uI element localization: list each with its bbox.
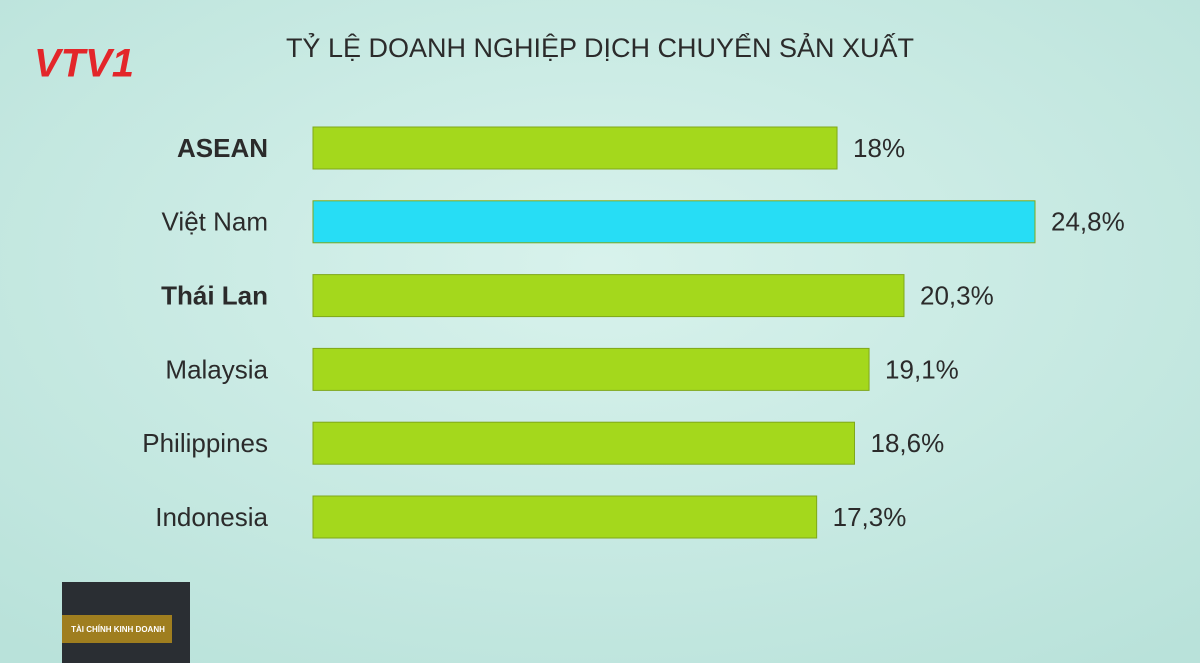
bar [312, 274, 905, 318]
category-label: Thái Lan [161, 280, 268, 310]
bar [312, 200, 1036, 244]
program-thumbnail-band [62, 615, 172, 643]
logo: VTV1 [34, 42, 134, 86]
value-label: 19,1% [885, 354, 959, 384]
bar [312, 421, 855, 465]
value-label: 20,3% [920, 280, 994, 310]
category-label: Indonesia [155, 502, 268, 532]
category-label: Việt Nam [162, 207, 268, 237]
bar [312, 495, 818, 539]
value-label: 24,8% [1051, 207, 1125, 237]
value-label: 18% [853, 133, 905, 163]
category-label: ASEAN [177, 133, 268, 163]
category-label: Philippines [142, 428, 268, 458]
chart-title: TỶ LỆ DOANH NGHIỆP DỊCH CHUYỂN SẢN XUẤT [286, 31, 914, 63]
bar [312, 347, 870, 391]
program-name: TÀI CHÍNH KINH DOANH [71, 625, 165, 634]
value-label: 18,6% [871, 428, 945, 458]
category-label: Malaysia [165, 354, 268, 384]
bar [312, 126, 838, 170]
value-label: 17,3% [833, 502, 907, 532]
